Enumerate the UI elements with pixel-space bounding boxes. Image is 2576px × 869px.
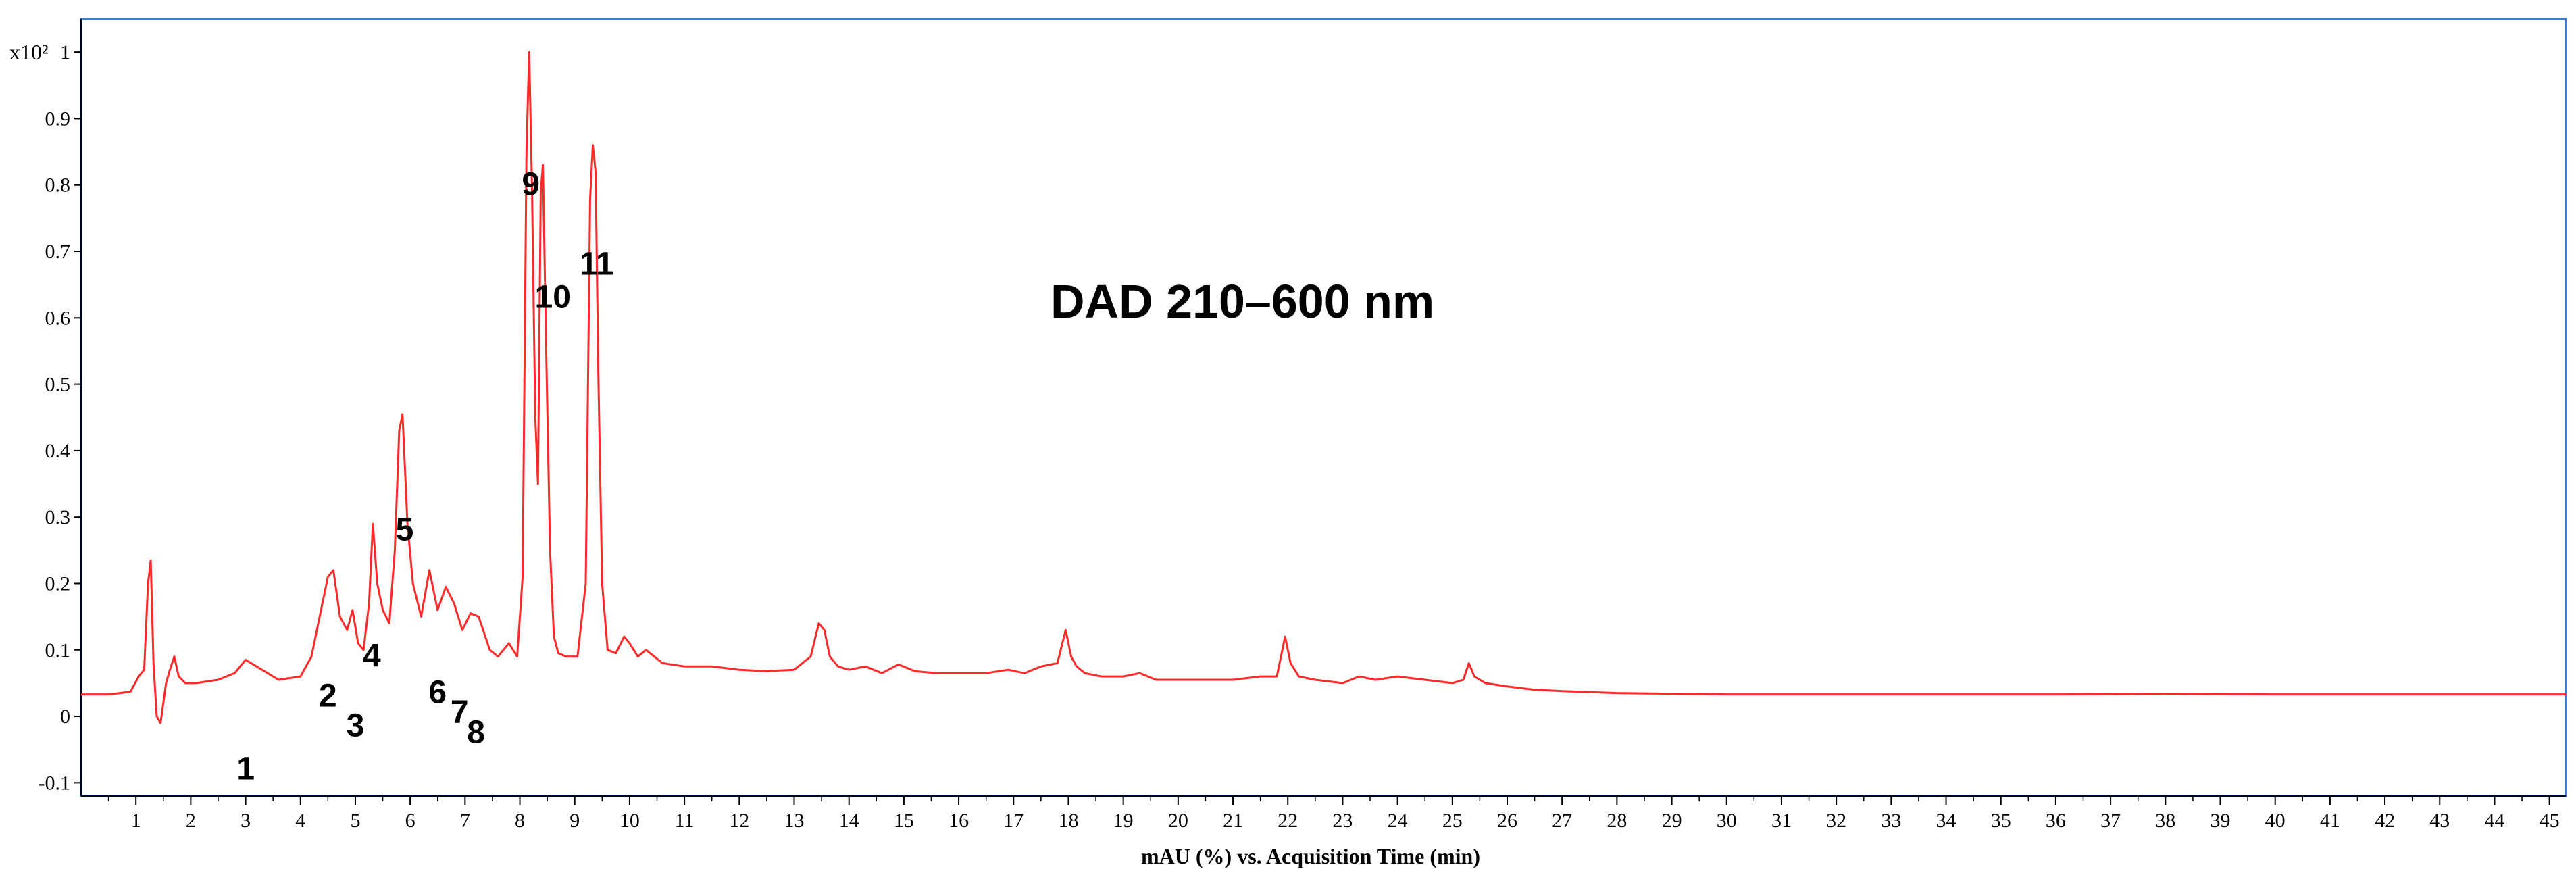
x-tick-label: 7	[460, 810, 470, 832]
peak-label: 2	[319, 678, 337, 714]
x-tick-label: 41	[2320, 810, 2340, 832]
x-tick-label: 27	[1552, 810, 1572, 832]
x-tick-label: 17	[1003, 810, 1024, 832]
y-tick-label: 0.1	[45, 639, 71, 662]
y-tick-label: 0	[60, 705, 70, 728]
x-tick-label: 9	[570, 810, 580, 832]
x-tick-label: 13	[784, 810, 804, 832]
y-tick-label: 0.6	[45, 307, 71, 329]
x-tick-label: 29	[1662, 810, 1682, 832]
x-tick-label: 28	[1607, 810, 1627, 832]
y-tick-label: 0.2	[45, 572, 71, 595]
x-tick-label: 38	[2155, 810, 2175, 832]
detector-annotation: DAD 210–600 nm	[1051, 275, 1434, 328]
x-tick-label: 15	[894, 810, 914, 832]
x-tick-label: 6	[405, 810, 415, 832]
series-line	[81, 51, 2566, 724]
peak-label: 9	[522, 166, 540, 202]
y-tick-label: 0.7	[45, 241, 71, 263]
x-tick-label: 5	[350, 810, 360, 832]
peak-label: 1	[236, 751, 255, 787]
x-tick-label: 20	[1168, 810, 1188, 832]
x-tick-label: 43	[2429, 810, 2450, 832]
x-tick-label: 21	[1223, 810, 1243, 832]
x-tick-label: 42	[2375, 810, 2395, 832]
x-tick-label: 35	[1991, 810, 2011, 832]
peak-label: 5	[396, 512, 414, 548]
x-tick-label: 16	[949, 810, 969, 832]
x-tick-label: 3	[241, 810, 251, 832]
peak-label: 3	[347, 708, 365, 744]
y-tick-label: 0.5	[45, 374, 71, 396]
x-tick-label: 24	[1388, 810, 1408, 832]
x-tick-label: 37	[2100, 810, 2121, 832]
x-tick-label: 44	[2484, 810, 2504, 832]
peak-label: 10	[535, 280, 571, 316]
x-tick-label: 34	[1936, 810, 1956, 832]
x-tick-label: 39	[2210, 810, 2230, 832]
x-tick-label: 36	[2046, 810, 2066, 832]
x-tick-label: 18	[1058, 810, 1078, 832]
x-tick-label: 40	[2265, 810, 2285, 832]
peak-label: 6	[428, 674, 447, 710]
x-tick-label: 30	[1717, 810, 1737, 832]
peak-label: 11	[580, 246, 614, 282]
peak-label: 4	[363, 638, 381, 674]
y-scale-label: x10²	[9, 40, 49, 64]
peak-label: 7	[451, 695, 469, 730]
y-axis: -0.1 0 0.1 0.2 0.3 0.4 0.5 0.6 0.7 0.8 0.9 1	[39, 19, 82, 796]
x-tick-label: 1	[131, 810, 141, 832]
x-tick-label: 31	[1771, 810, 1792, 832]
x-tick-label: 11	[675, 810, 694, 832]
peak-label: 8	[467, 714, 485, 750]
y-tick-label: 0.9	[45, 107, 71, 130]
x-tick-label: 10	[620, 810, 640, 832]
y-tick-label: 0.4	[45, 440, 71, 462]
series-trace	[81, 51, 2566, 724]
x-axis-label: mAU (%) vs. Acquisition Time (min)	[1141, 844, 1480, 868]
x-tick-label: 23	[1332, 810, 1353, 832]
y-tick-label: -0.1	[39, 772, 71, 794]
x-tick-label: 26	[1497, 810, 1517, 832]
x-tick-label: 4	[295, 810, 305, 832]
y-tick-label: 0.8	[45, 174, 71, 197]
x-tick-label: 2	[186, 810, 196, 832]
y-tick-label: 1	[60, 41, 70, 64]
x-tick-label: 25	[1442, 810, 1463, 832]
x-tick-label: 14	[839, 810, 859, 832]
x-axis: 1 2 3 4 5 6 7 8 9 10 11 12 13 14 15 16 17 18 19 20 21 22 23 24 2…	[81, 795, 2566, 832]
x-tick-label: 8	[515, 810, 525, 832]
x-tick-label: 32	[1826, 810, 1846, 832]
y-tick-label: 0.3	[45, 506, 71, 528]
x-tick-label: 45	[2540, 810, 2560, 832]
x-tick-label: 22	[1278, 810, 1298, 832]
x-tick-label: 19	[1113, 810, 1134, 832]
x-tick-label: 12	[729, 810, 749, 832]
x-tick-label: 33	[1881, 810, 1901, 832]
